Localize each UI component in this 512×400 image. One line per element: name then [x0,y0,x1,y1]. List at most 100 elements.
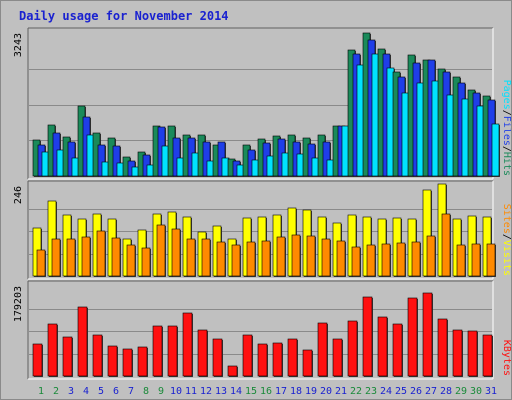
bar-sites-day-4 [81,236,91,277]
day-label-28: 28 [440,386,452,397]
bar-kbytes-day-16 [257,343,268,377]
day-label-8: 8 [143,386,149,397]
day-label-25: 25 [395,386,407,397]
day-label-6: 6 [113,386,119,397]
bar-sites-day-16 [261,240,271,277]
legend-item-hits-files-pages-1: / [501,110,511,116]
bar-sites-day-29 [456,244,466,277]
day-label-19: 19 [305,386,317,397]
bar-kbytes-day-5 [92,334,103,377]
bar-sites-day-2 [51,238,61,277]
ymax-label-visits-sites: 246 [13,186,24,204]
bar-sites-day-12 [201,238,211,277]
bar-sites-day-7 [126,244,136,277]
bar-sites-day-18 [291,234,301,277]
ymax-label-hits-files-pages: 3243 [13,33,24,57]
chart-title: Daily usage for November 2014 [19,9,229,23]
bar-kbytes-day-17 [272,342,283,377]
bar-sites-day-23 [366,244,376,277]
bar-kbytes-day-18 [287,338,298,377]
day-label-31: 31 [485,386,497,397]
bar-sites-day-22 [351,246,361,277]
bar-sites-day-25 [396,242,406,277]
legend-item-hits-files-pages-4: Hits [501,152,511,176]
day-label-5: 5 [98,386,104,397]
bar-kbytes-day-24 [377,316,388,377]
day-label-23: 23 [365,386,377,397]
legend-hits-files-pages: Pages/Files/Hits [501,80,511,176]
bar-kbytes-day-8 [137,346,148,377]
day-label-24: 24 [380,386,392,397]
bar-pages-day-31 [491,123,500,177]
bar-kbytes-day-15 [242,334,253,377]
bar-sites-day-14 [231,244,241,277]
bar-kbytes-day-1 [32,343,43,377]
bar-files-day-6 [112,145,121,177]
bar-kbytes-day-11 [182,312,193,377]
day-label-15: 15 [245,386,257,397]
bar-sites-day-6 [111,237,121,277]
day-label-20: 20 [320,386,332,397]
bar-kbytes-day-22 [347,320,358,377]
day-label-4: 4 [83,386,89,397]
ymax-label-kbytes: 179203 [13,286,24,322]
bar-kbytes-day-14 [227,365,238,377]
bar-kbytes-day-10 [167,325,178,377]
day-label-1: 1 [38,386,44,397]
bar-sites-day-31 [486,243,496,277]
bar-kbytes-day-27 [422,292,433,377]
bar-sites-day-1 [36,249,46,277]
bar-kbytes-day-19 [302,349,313,377]
bar-sites-day-9 [156,224,166,277]
day-label-27: 27 [425,386,437,397]
bar-sites-day-21 [336,240,346,277]
day-label-22: 22 [350,386,362,397]
bar-kbytes-day-26 [407,297,418,377]
legend-item-hits-files-pages-3: / [501,146,511,152]
legend-item-visits-sites-0: Sites [501,204,511,234]
bar-kbytes-day-3 [62,336,73,377]
bar-sites-day-3 [66,238,76,277]
bar-sites-day-5 [96,230,106,277]
bar-files-day-10 [172,137,181,177]
bar-kbytes-day-23 [362,296,373,377]
bar-sites-day-24 [381,243,391,277]
legend-item-visits-sites-1: / [501,234,511,240]
legend-item-hits-files-pages-0: Pages [501,80,511,110]
bar-sites-day-26 [411,241,421,277]
day-label-29: 29 [455,386,467,397]
day-label-14: 14 [230,386,242,397]
bar-sites-day-11 [186,238,196,277]
bar-kbytes-day-6 [107,345,118,377]
bar-kbytes-day-4 [77,306,88,377]
bar-files-day-12 [202,141,211,177]
bar-kbytes-day-12 [197,329,208,377]
bar-kbytes-day-30 [467,330,478,377]
x-axis-day-labels: 1 2 3 4 5 6 7 8 9 10 11 12 13 14 15 16 17 18 19 20 21 22 23 24 2… [38,386,497,397]
bar-sites-day-15 [246,241,256,277]
bar-sites-day-19 [306,235,316,277]
bar-files-day-5 [97,144,106,177]
bar-sites-day-27 [426,235,436,277]
legend-item-visits-sites-2: Visits [501,240,511,276]
chart-panels: 3243Pages/Files/Hits246Sites/Visits17920… [13,27,511,397]
day-label-11: 11 [185,386,197,397]
day-label-16: 16 [260,386,272,397]
day-label-10: 10 [170,386,182,397]
bar-sites-day-30 [471,243,481,277]
bar-sites-day-10 [171,228,181,277]
legend-item-kbytes-0: KBytes [501,340,511,376]
bar-kbytes-day-31 [482,334,493,377]
day-label-2: 2 [53,386,59,397]
day-label-9: 9 [158,386,164,397]
bar-sites-day-28 [441,213,451,277]
legend-kbytes: KBytes [501,340,511,376]
bar-sites-day-20 [321,238,331,277]
day-label-21: 21 [335,386,347,397]
bar-kbytes-day-9 [152,325,163,377]
bar-kbytes-day-7 [122,348,133,377]
bar-kbytes-day-29 [452,329,463,377]
day-label-7: 7 [128,386,134,397]
